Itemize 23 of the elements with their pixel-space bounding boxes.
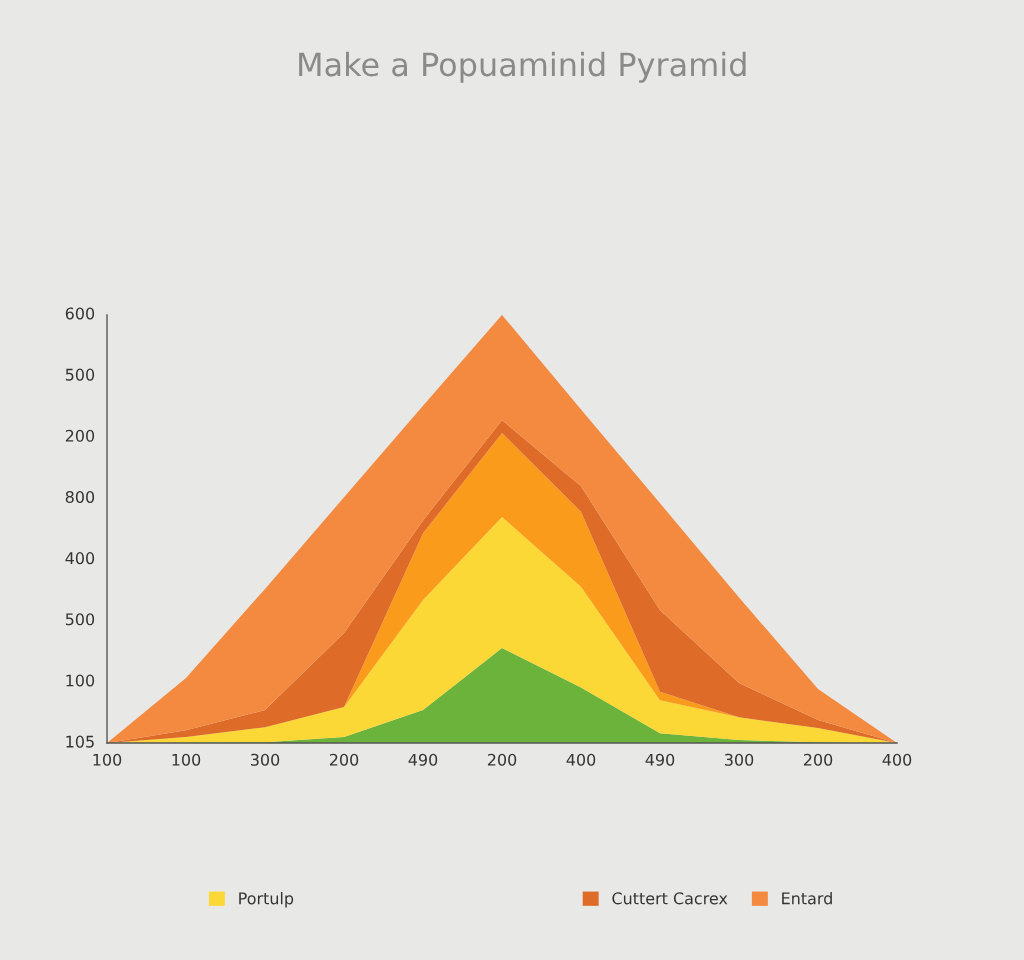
chart-title: Make a Popuaminid Pyramid	[299, 51, 746, 83]
text: 600	[65, 307, 95, 320]
x-tick-label: 200	[329, 753, 359, 766]
x-tick-label: 490	[645, 753, 675, 766]
text: 500	[65, 368, 95, 381]
text: 800	[65, 490, 95, 504]
x-tick-label: 200	[803, 753, 833, 766]
x-tick-label: 400	[566, 753, 596, 766]
legend-label: Cuttert Cacrex	[612, 892, 728, 905]
legend-label: Portulp	[239, 892, 294, 908]
legend-label: Entard	[782, 892, 832, 905]
text: 105	[66, 735, 94, 748]
x-tick-label: 200	[487, 753, 517, 766]
x-tick-label: 300	[250, 753, 280, 766]
text: 100	[66, 674, 95, 687]
x-tick-label: 400	[882, 753, 912, 766]
x-tick-label: 490	[408, 753, 438, 766]
x-tick-label: 100	[172, 753, 201, 766]
text: 500	[65, 613, 95, 626]
text: 400	[65, 552, 95, 565]
text: 200	[65, 429, 95, 442]
x-tick-label: 300	[725, 753, 754, 766]
x-tick-label: 100	[93, 753, 122, 766]
